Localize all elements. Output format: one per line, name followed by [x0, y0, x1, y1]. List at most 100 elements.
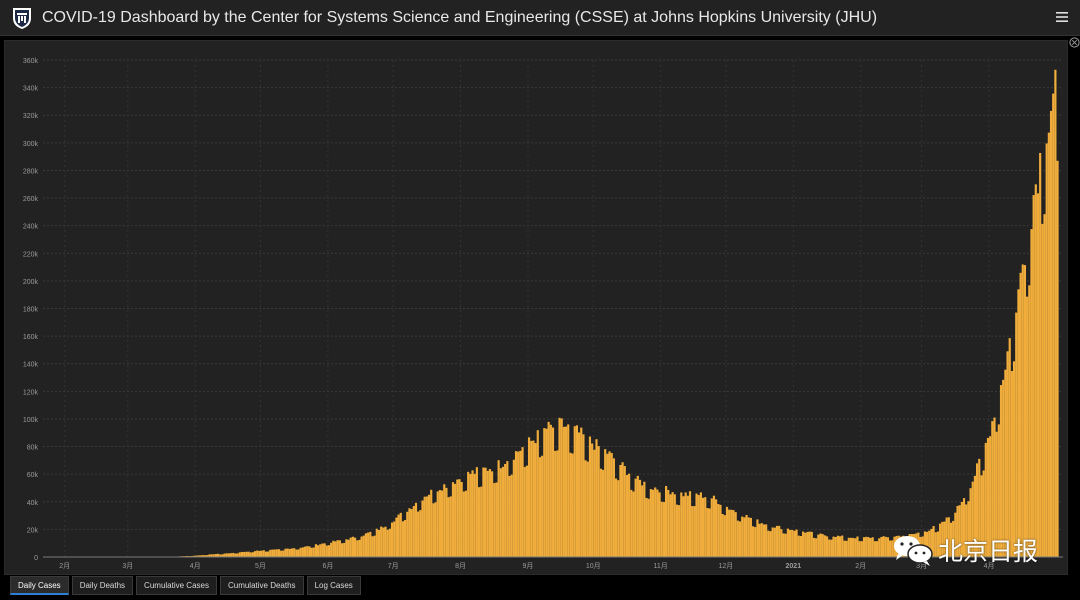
daily-case-bar[interactable]	[778, 525, 781, 557]
daily-case-bar[interactable]	[599, 468, 602, 557]
daily-case-bar[interactable]	[530, 440, 533, 557]
daily-case-bar[interactable]	[295, 549, 298, 557]
daily-case-bar[interactable]	[301, 547, 304, 557]
daily-case-bar[interactable]	[382, 527, 385, 557]
daily-case-bar[interactable]	[369, 531, 372, 557]
daily-case-bar[interactable]	[549, 424, 552, 557]
daily-case-bar[interactable]	[695, 493, 698, 557]
daily-case-bar[interactable]	[434, 502, 437, 557]
daily-case-bar[interactable]	[514, 451, 518, 557]
daily-case-bar[interactable]	[527, 437, 531, 557]
daily-case-bar[interactable]	[243, 551, 246, 557]
daily-case-bar[interactable]	[506, 461, 509, 557]
daily-case-bar[interactable]	[797, 535, 800, 557]
daily-case-bar[interactable]	[267, 551, 270, 557]
daily-case-bar[interactable]	[317, 545, 320, 557]
daily-case-bar[interactable]	[786, 528, 789, 557]
daily-case-bar[interactable]	[1032, 195, 1035, 557]
daily-case-bar[interactable]	[467, 471, 470, 557]
daily-case-bar[interactable]	[253, 551, 257, 557]
daily-case-bar[interactable]	[969, 488, 972, 557]
daily-case-bar[interactable]	[928, 530, 931, 557]
daily-case-bar[interactable]	[712, 495, 716, 557]
daily-case-bar[interactable]	[656, 489, 659, 557]
daily-case-bar[interactable]	[538, 457, 542, 557]
daily-case-bar[interactable]	[649, 489, 652, 557]
daily-case-bar[interactable]	[206, 555, 209, 557]
daily-case-bar[interactable]	[251, 552, 254, 557]
daily-case-bar[interactable]	[440, 490, 444, 557]
daily-case-bar[interactable]	[623, 466, 626, 557]
daily-case-bar[interactable]	[210, 554, 213, 557]
daily-case-bar[interactable]	[882, 536, 885, 557]
daily-case-bar[interactable]	[308, 546, 311, 557]
daily-case-bar[interactable]	[608, 451, 611, 557]
daily-case-bar[interactable]	[769, 531, 772, 557]
daily-case-bar[interactable]	[593, 449, 596, 557]
daily-case-bar[interactable]	[521, 447, 524, 557]
daily-case-bar[interactable]	[388, 528, 391, 557]
daily-case-bar[interactable]	[936, 531, 940, 557]
daily-case-bar[interactable]	[601, 469, 605, 557]
daily-case-bar[interactable]	[869, 537, 872, 557]
daily-case-bar[interactable]	[847, 537, 850, 557]
daily-case-bar[interactable]	[754, 527, 757, 557]
daily-case-bar[interactable]	[673, 494, 676, 557]
daily-case-bar[interactable]	[575, 425, 579, 557]
daily-case-bar[interactable]	[662, 502, 666, 557]
daily-case-bar[interactable]	[619, 464, 622, 557]
daily-case-bar[interactable]	[247, 551, 250, 557]
daily-case-bar[interactable]	[536, 430, 539, 557]
daily-case-bar[interactable]	[201, 555, 204, 557]
daily-case-bar[interactable]	[745, 514, 748, 557]
daily-case-bar[interactable]	[486, 470, 489, 557]
daily-case-bar[interactable]	[854, 538, 857, 557]
daily-case-bar[interactable]	[399, 512, 402, 557]
daily-case-bar[interactable]	[277, 549, 281, 557]
expand-icon[interactable]	[1069, 37, 1080, 48]
daily-case-bar[interactable]	[232, 552, 235, 557]
daily-case-bar[interactable]	[960, 501, 963, 557]
daily-case-bar[interactable]	[351, 536, 355, 557]
daily-case-bar[interactable]	[734, 512, 737, 557]
daily-case-bar[interactable]	[643, 481, 646, 557]
daily-case-bar[interactable]	[260, 550, 263, 557]
daily-case-bar[interactable]	[1036, 193, 1040, 557]
daily-case-bar[interactable]	[986, 437, 990, 557]
daily-case-bar[interactable]	[791, 530, 794, 557]
daily-case-bar[interactable]	[830, 539, 833, 557]
daily-case-bar[interactable]	[925, 531, 929, 557]
daily-case-bar[interactable]	[334, 541, 337, 557]
daily-case-bar[interactable]	[1010, 371, 1013, 557]
daily-case-bar[interactable]	[556, 450, 559, 557]
daily-case-bar[interactable]	[699, 492, 702, 557]
daily-case-bar[interactable]	[497, 460, 500, 557]
daily-case-bar[interactable]	[784, 533, 787, 557]
daily-case-bar[interactable]	[838, 536, 842, 557]
daily-case-bar[interactable]	[780, 529, 783, 557]
daily-case-bar[interactable]	[715, 499, 718, 557]
daily-case-bar[interactable]	[634, 478, 637, 557]
daily-case-bar[interactable]	[208, 554, 211, 557]
daily-case-bar[interactable]	[804, 532, 807, 557]
daily-case-bar[interactable]	[1039, 152, 1042, 557]
daily-case-bar[interactable]	[845, 540, 848, 557]
daily-case-bar[interactable]	[219, 554, 222, 557]
daily-case-bar[interactable]	[984, 442, 987, 557]
daily-case-bar[interactable]	[562, 426, 565, 557]
daily-case-bar[interactable]	[543, 428, 546, 557]
daily-case-bar[interactable]	[510, 474, 513, 557]
daily-case-bar[interactable]	[212, 554, 215, 557]
daily-case-bar[interactable]	[221, 554, 224, 557]
daily-case-bar[interactable]	[697, 495, 700, 557]
daily-case-bar[interactable]	[336, 540, 339, 557]
daily-case-bar[interactable]	[347, 539, 350, 557]
daily-case-bar[interactable]	[493, 483, 496, 557]
daily-case-bar[interactable]	[1026, 296, 1029, 557]
daily-case-bar[interactable]	[641, 485, 644, 557]
daily-case-bar[interactable]	[743, 517, 746, 557]
daily-case-bar[interactable]	[658, 492, 661, 557]
daily-case-bar[interactable]	[419, 510, 422, 557]
daily-case-bar[interactable]	[823, 535, 826, 557]
daily-case-bar[interactable]	[264, 551, 268, 557]
